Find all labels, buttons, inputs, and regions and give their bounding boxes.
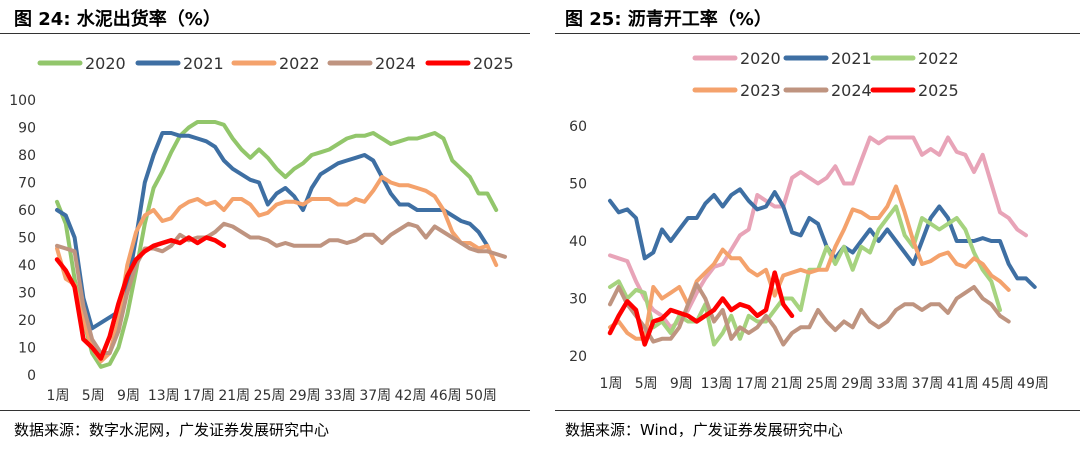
x-tick-label: 9周 (670, 376, 693, 392)
x-tick-label: 25周 (806, 376, 838, 392)
y-tick-label: 40 (18, 258, 36, 274)
asphalt-operating-panel: 图 25: 沥青开工率（%） 2020 2021 2022 2023 2024 2025 2… (555, 0, 1080, 449)
series-line-2021 (608, 187, 1037, 289)
y-tick-label: 70 (18, 176, 36, 192)
legend-label-2020: 2020 (740, 49, 781, 68)
cement-shipment-chart: 2020 2021 2022 2024 2025 0 10 20 30 40 50 60 70 80 90 1… (9, 54, 514, 404)
series-line-2024 (608, 282, 1011, 347)
data-source-note: 数据来源：Wind，广发证券发展研究中心 (565, 421, 843, 439)
x-tick-label: 46周 (430, 388, 462, 404)
series-line-2020 (608, 135, 1028, 330)
x-tick-label: 21周 (218, 388, 250, 404)
y-tick-label: 60 (18, 203, 36, 219)
x-tick-label: 13周 (701, 376, 733, 392)
x-tick-label: 50周 (465, 388, 497, 404)
top-divider (0, 33, 530, 34)
legend-label-2022: 2022 (918, 49, 959, 68)
series-line-2022 (55, 175, 499, 364)
x-tick-label: 9周 (117, 388, 140, 404)
x-tick-label: 5周 (82, 388, 105, 404)
y-tick-label: 50 (18, 231, 36, 247)
y-tick-label: 0 (27, 368, 36, 384)
x-tick-label: 21周 (771, 376, 803, 392)
legend-label-2024: 2024 (831, 81, 872, 100)
x-tick-label: 29周 (289, 388, 321, 404)
series-line-2022 (608, 204, 1002, 347)
x-tick-label: 17周 (736, 376, 768, 392)
series-line-2025 (54, 235, 227, 361)
y-tick-label: 50 (569, 177, 587, 193)
asphalt-operating-chart: 2020 2021 2022 2023 2024 2025 20 30 40 50 60 1周 5周 9周… (569, 49, 1049, 392)
y-tick-label: 60 (569, 119, 587, 135)
x-tick-label: 13周 (148, 388, 180, 404)
y-tick-label: 80 (18, 148, 36, 164)
series-line-2024 (55, 221, 507, 355)
x-tick-label: 33周 (876, 376, 908, 392)
x-tick-label: 37周 (912, 376, 944, 392)
y-tick-label: 30 (569, 292, 587, 308)
legend-label-2024: 2024 (375, 54, 416, 73)
x-tick-label: 41周 (947, 376, 979, 392)
x-tick-label: 37周 (359, 388, 391, 404)
legend-label-2023: 2023 (740, 81, 781, 100)
y-tick-label: 10 (18, 341, 36, 357)
x-tick-label: 45周 (982, 376, 1014, 392)
legend-label-2022: 2022 (279, 54, 320, 73)
x-tick-label: 5周 (635, 376, 658, 392)
bottom-divider (0, 410, 530, 411)
cement-shipment-panel: 图 24: 水泥出货率（%） 2020 2021 2022 2024 2025 0 10 20… (0, 0, 530, 449)
legend-label-2021: 2021 (831, 49, 872, 68)
series-line-2025 (607, 270, 795, 347)
series-line-2023 (608, 184, 1011, 341)
y-tick-label: 100 (9, 93, 36, 109)
y-tick-label: 90 (18, 121, 36, 137)
data-source-note: 数据来源：数字水泥网，广发证券发展研究中心 (14, 421, 330, 439)
legend-label-2025: 2025 (473, 54, 514, 73)
legend-label-2025: 2025 (918, 81, 959, 100)
x-tick-label: 1周 (47, 388, 70, 404)
x-tick-label: 17周 (183, 388, 215, 404)
x-tick-label: 49周 (1017, 376, 1049, 392)
y-tick-label: 30 (18, 286, 36, 302)
y-tick-label: 40 (569, 234, 587, 250)
x-tick-label: 29周 (841, 376, 873, 392)
bottom-divider (555, 410, 1080, 411)
x-tick-label: 42周 (395, 388, 427, 404)
legend-label-2021: 2021 (183, 54, 224, 73)
chart-title: 图 24: 水泥出货率（%） (14, 9, 221, 30)
x-tick-label: 1周 (600, 376, 623, 392)
y-tick-label: 20 (18, 313, 36, 329)
x-tick-label: 33周 (324, 388, 356, 404)
top-divider (555, 33, 1080, 34)
legend-label-2020: 2020 (85, 54, 126, 73)
x-tick-label: 25周 (254, 388, 286, 404)
chart-title: 图 25: 沥青开工率（%） (565, 9, 772, 30)
series-line-2020 (55, 120, 499, 369)
y-tick-label: 20 (569, 349, 587, 365)
